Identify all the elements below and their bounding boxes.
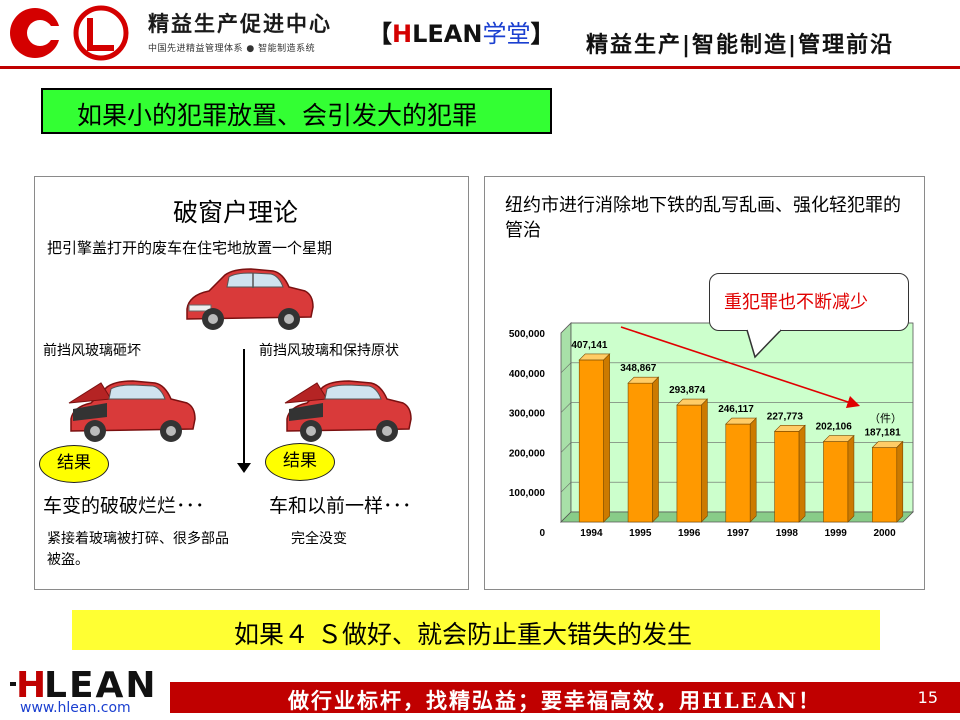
chart-side-wall <box>560 322 572 523</box>
intact-car-image <box>284 380 412 442</box>
x-tick-label: 2000 <box>873 528 896 539</box>
result-badge-left: 结果 <box>39 445 109 483</box>
x-tick-label: 1994 <box>580 528 603 539</box>
data-label: 227,773 <box>767 411 804 422</box>
data-label: 246,117 <box>718 404 754 415</box>
hlean-h: H <box>392 20 413 48</box>
hlean-school-title: 【HLEAN学堂】 <box>368 14 554 49</box>
bar <box>578 359 604 523</box>
hlean-xuetang: 学堂 <box>482 20 531 48</box>
bar-side <box>847 434 855 523</box>
bar-side <box>701 398 708 523</box>
broken-car-image <box>68 380 196 442</box>
y-tick-label: 0 <box>539 528 545 539</box>
callout-text: 重犯罪也不断减少 <box>724 292 868 313</box>
note-left: 紧接着玻璃被打碎、很多部品被盗。 <box>47 531 229 568</box>
hlean-lean: LEAN <box>412 20 483 48</box>
intact-windshield-label: 前挡风玻璃和保持原状 <box>259 343 399 359</box>
divider-line <box>243 349 245 463</box>
gridline-depth <box>560 402 572 413</box>
company-logo <box>10 5 129 61</box>
unit-label: （件） <box>869 412 902 425</box>
svg-text:H: H <box>16 665 46 704</box>
data-label: 187,181 <box>864 428 901 439</box>
bar-side <box>749 417 757 523</box>
bar <box>725 423 751 523</box>
y-tick-label: 500,000 <box>509 329 546 340</box>
gridline-depth <box>560 481 572 493</box>
arrow-down-icon <box>237 463 251 473</box>
conclusion-text: 如果４ Ｓ做好、就会防止重大错失的发生 <box>234 620 692 649</box>
brand-name: 精益生产促进中心 <box>148 12 332 36</box>
header-tagline: 精益生产|智能制造|管理前沿 <box>586 33 895 58</box>
bar <box>823 441 849 523</box>
callout-box: 重犯罪也不断减少 <box>709 273 909 331</box>
gridline-depth <box>560 442 572 453</box>
bar-side <box>896 440 904 523</box>
x-tick-label: 1995 <box>629 528 652 539</box>
x-tick-label: 1998 <box>776 528 799 539</box>
result-badge-right: 结果 <box>265 443 335 481</box>
y-tick-label: 300,000 <box>509 409 546 420</box>
bar <box>676 404 702 523</box>
experiment-description: 把引擎盖打开的废车在住宅地放置一个星期 <box>47 239 333 257</box>
bar-side <box>652 376 659 523</box>
panel-title: 纽约市进行消除地下铁的乱写乱画、强化轻犯罪的管治 <box>505 195 901 241</box>
panel-title: 破窗户理论 <box>173 198 299 227</box>
gridline-depth <box>560 362 572 374</box>
broken-windshield-label: 前挡风玻璃砸坏 <box>43 343 141 359</box>
brand-block: 精益生产促进中心 中国先进精益管理体系 ● 智能制造系统 <box>148 8 332 54</box>
result-text-left: 车变的破破烂烂･･･ <box>43 495 205 517</box>
y-tick-label: 200,000 <box>509 448 546 459</box>
conclusion-box: 如果４ Ｓ做好、就会防止重大错失的发生 <box>72 610 880 650</box>
y-tick-label: 400,000 <box>509 369 546 380</box>
data-label: 293,874 <box>669 385 706 396</box>
bar-side <box>798 424 806 523</box>
nyc-crime-panel: 纽约市进行消除地下铁的乱写乱画、强化轻犯罪的管治 0 100,000 200,000… <box>484 176 925 590</box>
x-tick-label: 1996 <box>678 528 701 539</box>
bar-side <box>603 353 610 523</box>
trend-arrow <box>620 326 861 409</box>
y-tick-label: 100,000 <box>509 488 546 499</box>
brand-subtitle: 中国先进精益管理体系 ● 智能制造系统 <box>148 44 316 54</box>
website-link[interactable]: www.hlean.com <box>20 700 131 716</box>
bracket-open: 【 <box>368 20 392 48</box>
crime-bar-chart: 0 100,000 200,000 300,000 400,000 500,000 407,… <box>509 322 914 539</box>
hlean-logo: H LEAN <box>10 665 158 704</box>
footer-slogan: 做行业标杆，找精弘益；要幸福高效，用HLEAN！ <box>288 688 822 713</box>
x-tick-label: 1997 <box>727 528 750 539</box>
footer-bar: 做行业标杆，找精弘益；要幸福高效，用HLEAN！ 15 <box>170 682 960 713</box>
slide-title-box: 如果小的犯罪放置、会引发大的犯罪 <box>41 88 552 134</box>
broken-window-panel: 破窗户理论 把引擎盖打开的废车在住宅地放置一个星期 前挡风玻璃砸坏 前挡风玻璃和… <box>34 176 469 590</box>
data-label: 407,141 <box>571 340 608 351</box>
bracket-close: 】 <box>530 20 555 48</box>
header-divider <box>0 66 960 69</box>
bar <box>872 447 898 523</box>
data-label: 202,106 <box>816 422 853 433</box>
data-label: 348,867 <box>620 363 657 374</box>
gridline-depth <box>560 322 572 334</box>
bar <box>627 382 653 523</box>
note-right: 完全没变 <box>291 531 347 547</box>
result-text-right: 车和以前一样･･･ <box>269 495 412 517</box>
abandoned-car-image <box>186 268 314 330</box>
page-number: 15 <box>917 688 938 707</box>
bar <box>774 431 800 523</box>
slide-title: 如果小的犯罪放置、会引发大的犯罪 <box>77 101 478 130</box>
x-tick-label: 1999 <box>825 528 848 539</box>
svg-text:LEAN: LEAN <box>44 665 158 704</box>
